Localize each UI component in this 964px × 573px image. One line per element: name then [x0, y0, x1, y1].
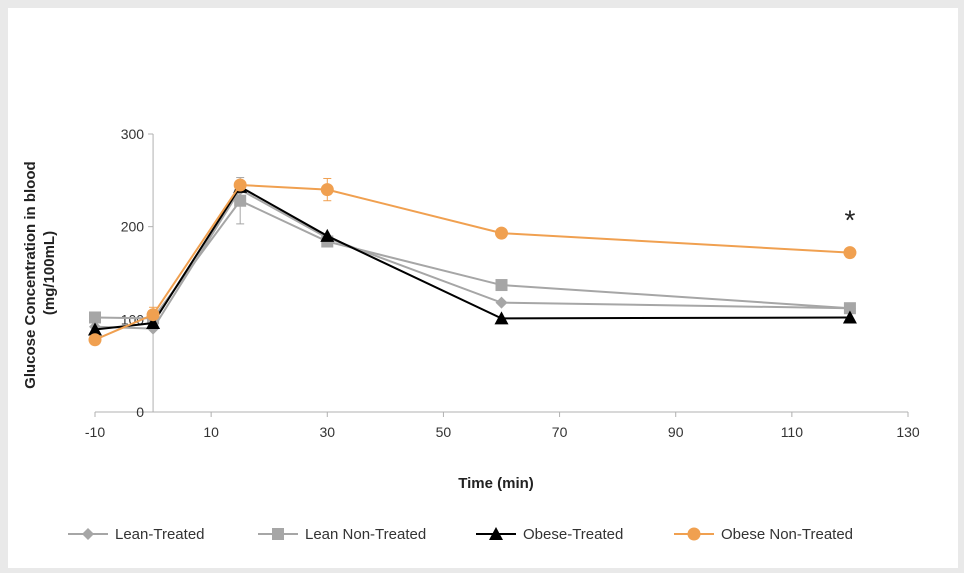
series-lean-treated — [89, 183, 856, 335]
series-line-lean-treated — [94, 188, 850, 330]
y-tick-label: 100 — [121, 311, 145, 327]
data-point-obese-non-treated — [843, 246, 857, 260]
data-point-lean-treated — [495, 296, 508, 309]
x-tick-label: 50 — [436, 424, 452, 440]
data-point-obese-treated — [494, 311, 509, 325]
series-line-obese-treated — [94, 185, 850, 331]
series-line-obese-non-treated — [94, 183, 850, 341]
legend-marker-lean-non-treated — [272, 528, 284, 540]
y-axis-title-line-2: (mg/100mL) — [41, 231, 58, 315]
x-tick-label: 130 — [896, 424, 920, 440]
x-tick-label: 110 — [781, 424, 804, 440]
data-point-lean-non-treated — [495, 279, 508, 292]
legend-label: Lean-Treated — [115, 526, 205, 543]
data-point-lean-non-treated — [89, 311, 101, 324]
legend-marker-lean-treated — [82, 528, 94, 540]
labels: Time (min) Glucose Concentration in bloo… — [22, 157, 855, 492]
data-point-obese-non-treated — [146, 308, 160, 322]
series-obese-treated — [88, 179, 857, 336]
legend-item-obese-non-treated: Obese Non-Treated — [674, 526, 853, 543]
series-line-lean-non-treated — [94, 199, 850, 320]
data-point-obese-non-treated — [320, 183, 334, 197]
data-point-obese-treated — [88, 322, 102, 336]
line-chart: -10 10 30 50 70 90 110 130 0 100 200 300 Time (min)… — [22, 126, 920, 543]
axes: -10 10 30 50 70 90 110 130 0 100 200 300 — [85, 126, 920, 440]
legend-label: Obese Non-Treated — [721, 526, 853, 543]
y-tick-label: 0 — [136, 404, 144, 420]
legend-item-obese-treated: Obese-Treated — [476, 526, 623, 543]
data-point-obese-non-treated — [233, 178, 247, 192]
x-tick-label: 70 — [552, 424, 568, 440]
y-tick-label: 300 — [121, 126, 145, 142]
y-tick-label: 200 — [121, 219, 145, 235]
legend-item-lean-non-treated: Lean Non-Treated — [258, 526, 426, 543]
significance-asterisk: * — [844, 204, 855, 235]
x-tick-label: 10 — [203, 424, 219, 440]
chart-frame: -10 10 30 50 70 90 110 130 0 100 200 300 Time (min)… — [8, 8, 958, 568]
data-point-obese-non-treated — [88, 333, 102, 347]
data-point-obese-treated — [320, 228, 335, 242]
x-axis-title: Time (min) — [458, 475, 534, 492]
legend-item-lean-treated: Lean-Treated — [68, 526, 205, 543]
x-tick-label: 90 — [668, 424, 684, 440]
data-point-lean-non-treated — [843, 302, 856, 315]
legend-marker-obese-treated — [489, 527, 503, 540]
x-tick-label: 30 — [319, 424, 335, 440]
y-axis-title: Glucose Concentration in blood (mg/100mL… — [22, 157, 58, 389]
series-obese-non-treated — [88, 178, 857, 347]
series-layer — [88, 178, 857, 347]
legend-label: Lean Non-Treated — [305, 526, 426, 543]
legend: Lean-Treated Lean Non-Treated Obese-Treate… — [68, 526, 853, 543]
data-point-obese-non-treated — [495, 226, 508, 240]
data-point-obese-treated — [842, 310, 857, 324]
x-tick-label: -10 — [85, 424, 105, 440]
data-point-obese-treated — [146, 316, 161, 330]
y-axis-title-line-1: Glucose Concentration in blood — [22, 161, 39, 389]
data-point-lean-non-treated — [234, 194, 247, 207]
legend-label: Obese-Treated — [523, 526, 623, 543]
legend-marker-obese-non-treated — [687, 527, 701, 541]
